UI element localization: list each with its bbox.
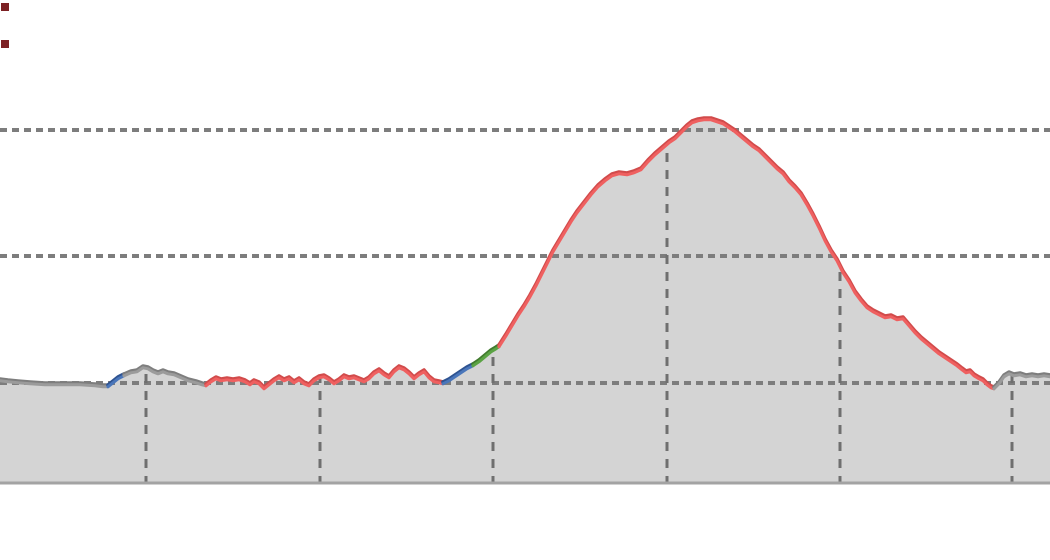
route-segment-gray-flat-end	[992, 372, 1050, 391]
route-segment-red-mountain	[497, 118, 996, 391]
corner-marker-icon	[1, 3, 9, 11]
terrain-area	[0, 119, 1050, 483]
route-segment-blue-climb-2	[441, 364, 475, 386]
route-segment-red-rolling-flat	[204, 366, 445, 391]
route-segment-gray-flat-start	[0, 379, 110, 389]
route-segment-blue-climb-1	[106, 374, 126, 389]
corner-marker-icon	[1, 40, 9, 48]
route-segment-gray-bumps	[122, 366, 208, 388]
route-segment-gray-flat-start-shadow	[0, 377, 110, 387]
route-segment-green-climb	[471, 345, 501, 368]
